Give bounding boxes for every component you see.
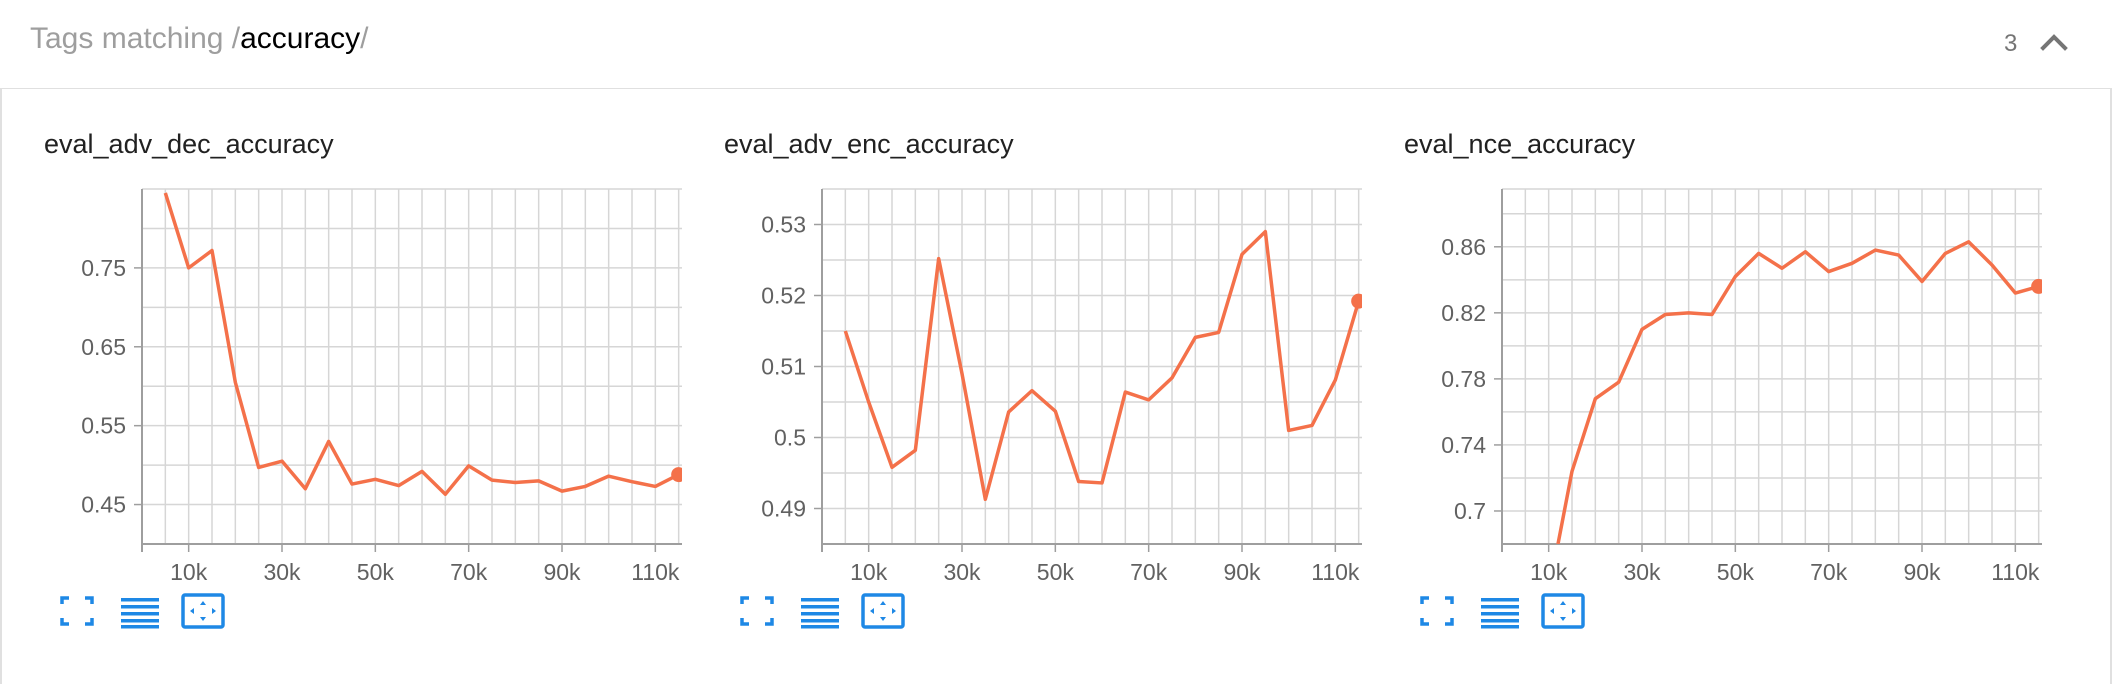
chart-card: eval_nce_accuracy 0.7 0.74 0.78 0.82 0.86 10k… [1362,89,2042,684]
last-point-marker [2031,278,2042,294]
tag-group-title: Tags matching /accuracy/ [30,22,369,56]
series-line [163,192,680,497]
fit-to-data-icon [1541,593,1585,629]
list-lines-icon [121,598,159,629]
y-tick-label: 0.86 [1441,234,1486,260]
y-tick-label: 0.55 [81,413,126,439]
toggle-log-scale-button[interactable] [115,590,165,632]
y-tick-label: 0.65 [81,334,126,360]
tag-count: 3 [2004,30,2018,57]
last-point-marker [671,467,682,483]
x-tick-label: 30k [263,559,301,585]
fit-to-data-icon [861,593,905,629]
y-tick-label: 0.53 [761,212,806,238]
line-chart[interactable]: 0.7 0.74 0.78 0.82 0.86 10k 30k 50k 70k 90k 110k [1362,169,2042,589]
x-tick-label: 10k [850,559,888,585]
x-tick-label: 50k [357,559,395,585]
last-point-marker [1351,293,1362,309]
list-lines-icon [801,598,839,629]
x-tick-label: 90k [1903,559,1941,585]
x-tick-label: 10k [1530,559,1568,585]
collapse-button[interactable] [2037,26,2071,60]
series-line [1556,240,2040,544]
x-tick-label: 70k [1810,559,1848,585]
line-chart[interactable]: 0.45 0.55 0.65 0.75 10k 30k 50k 70k 90k 110k [2,169,682,589]
fullscreen-icon [740,596,774,626]
y-tick-label: 0.78 [1441,366,1486,392]
y-tick-label: 0.49 [761,496,806,522]
title-suffix: / [360,22,369,55]
fullscreen-button[interactable] [52,590,102,632]
list-lines-icon [1481,598,1519,629]
tag-filter-query: accuracy [240,22,361,55]
x-tick-label: 30k [1623,559,1661,585]
chart-card: eval_adv_enc_accuracy 0.49 0.5 0.51 0.52 0.5… [682,89,1362,684]
fullscreen-icon [60,596,94,626]
y-tick-label: 0.45 [81,492,126,518]
grid [142,188,682,544]
y-tick-label: 0.51 [761,354,806,380]
x-tick-label: 110k [1991,559,2040,585]
chevron-up-icon [2040,34,2068,51]
x-tick-label: 110k [1311,559,1360,585]
charts-panel: eval_adv_dec_accuracy 0.45 0.55 0.65 0.75 10… [0,89,2112,684]
toggle-log-scale-button[interactable] [1475,590,1525,632]
x-tick-label: 30k [943,559,981,585]
x-tick-label: 90k [543,559,581,585]
chart-card: eval_adv_dec_accuracy 0.45 0.55 0.65 0.75 10… [2,89,682,684]
toggle-log-scale-button[interactable] [795,590,845,632]
x-tick-label: 50k [1037,559,1075,585]
x-tick-label: 110k [631,559,680,585]
line-chart[interactable]: 0.49 0.5 0.51 0.52 0.53 10k 30k 50k 70k 90k 110k [682,169,1362,589]
x-tick-label: 10k [170,559,208,585]
y-tick-label: 0.75 [81,255,126,281]
fit-domain-button[interactable] [858,590,908,632]
y-tick-label: 0.74 [1441,432,1486,458]
y-tick-label: 0.7 [1454,498,1486,524]
y-tick-label: 0.5 [774,425,806,451]
title-prefix: Tags matching / [30,22,241,55]
series-line [843,229,1361,502]
fit-domain-button[interactable] [178,590,228,632]
x-tick-label: 90k [1223,559,1261,585]
fullscreen-button[interactable] [732,590,782,632]
chart-title: eval_nce_accuracy [1404,129,1636,159]
y-tick-label: 0.52 [761,283,806,309]
fullscreen-icon [1420,596,1454,626]
fit-to-data-icon [181,593,225,629]
grid [1502,188,2042,544]
y-tick-label: 0.82 [1441,300,1486,326]
x-tick-label: 70k [1130,559,1168,585]
tag-group-header: Tags matching /accuracy/ 3 [0,0,2112,90]
x-tick-label: 50k [1717,559,1755,585]
x-tick-label: 70k [450,559,488,585]
fullscreen-button[interactable] [1412,590,1462,632]
chart-title: eval_adv_dec_accuracy [44,129,334,159]
fit-domain-button[interactable] [1538,590,1588,632]
chart-title: eval_adv_enc_accuracy [724,129,1014,159]
